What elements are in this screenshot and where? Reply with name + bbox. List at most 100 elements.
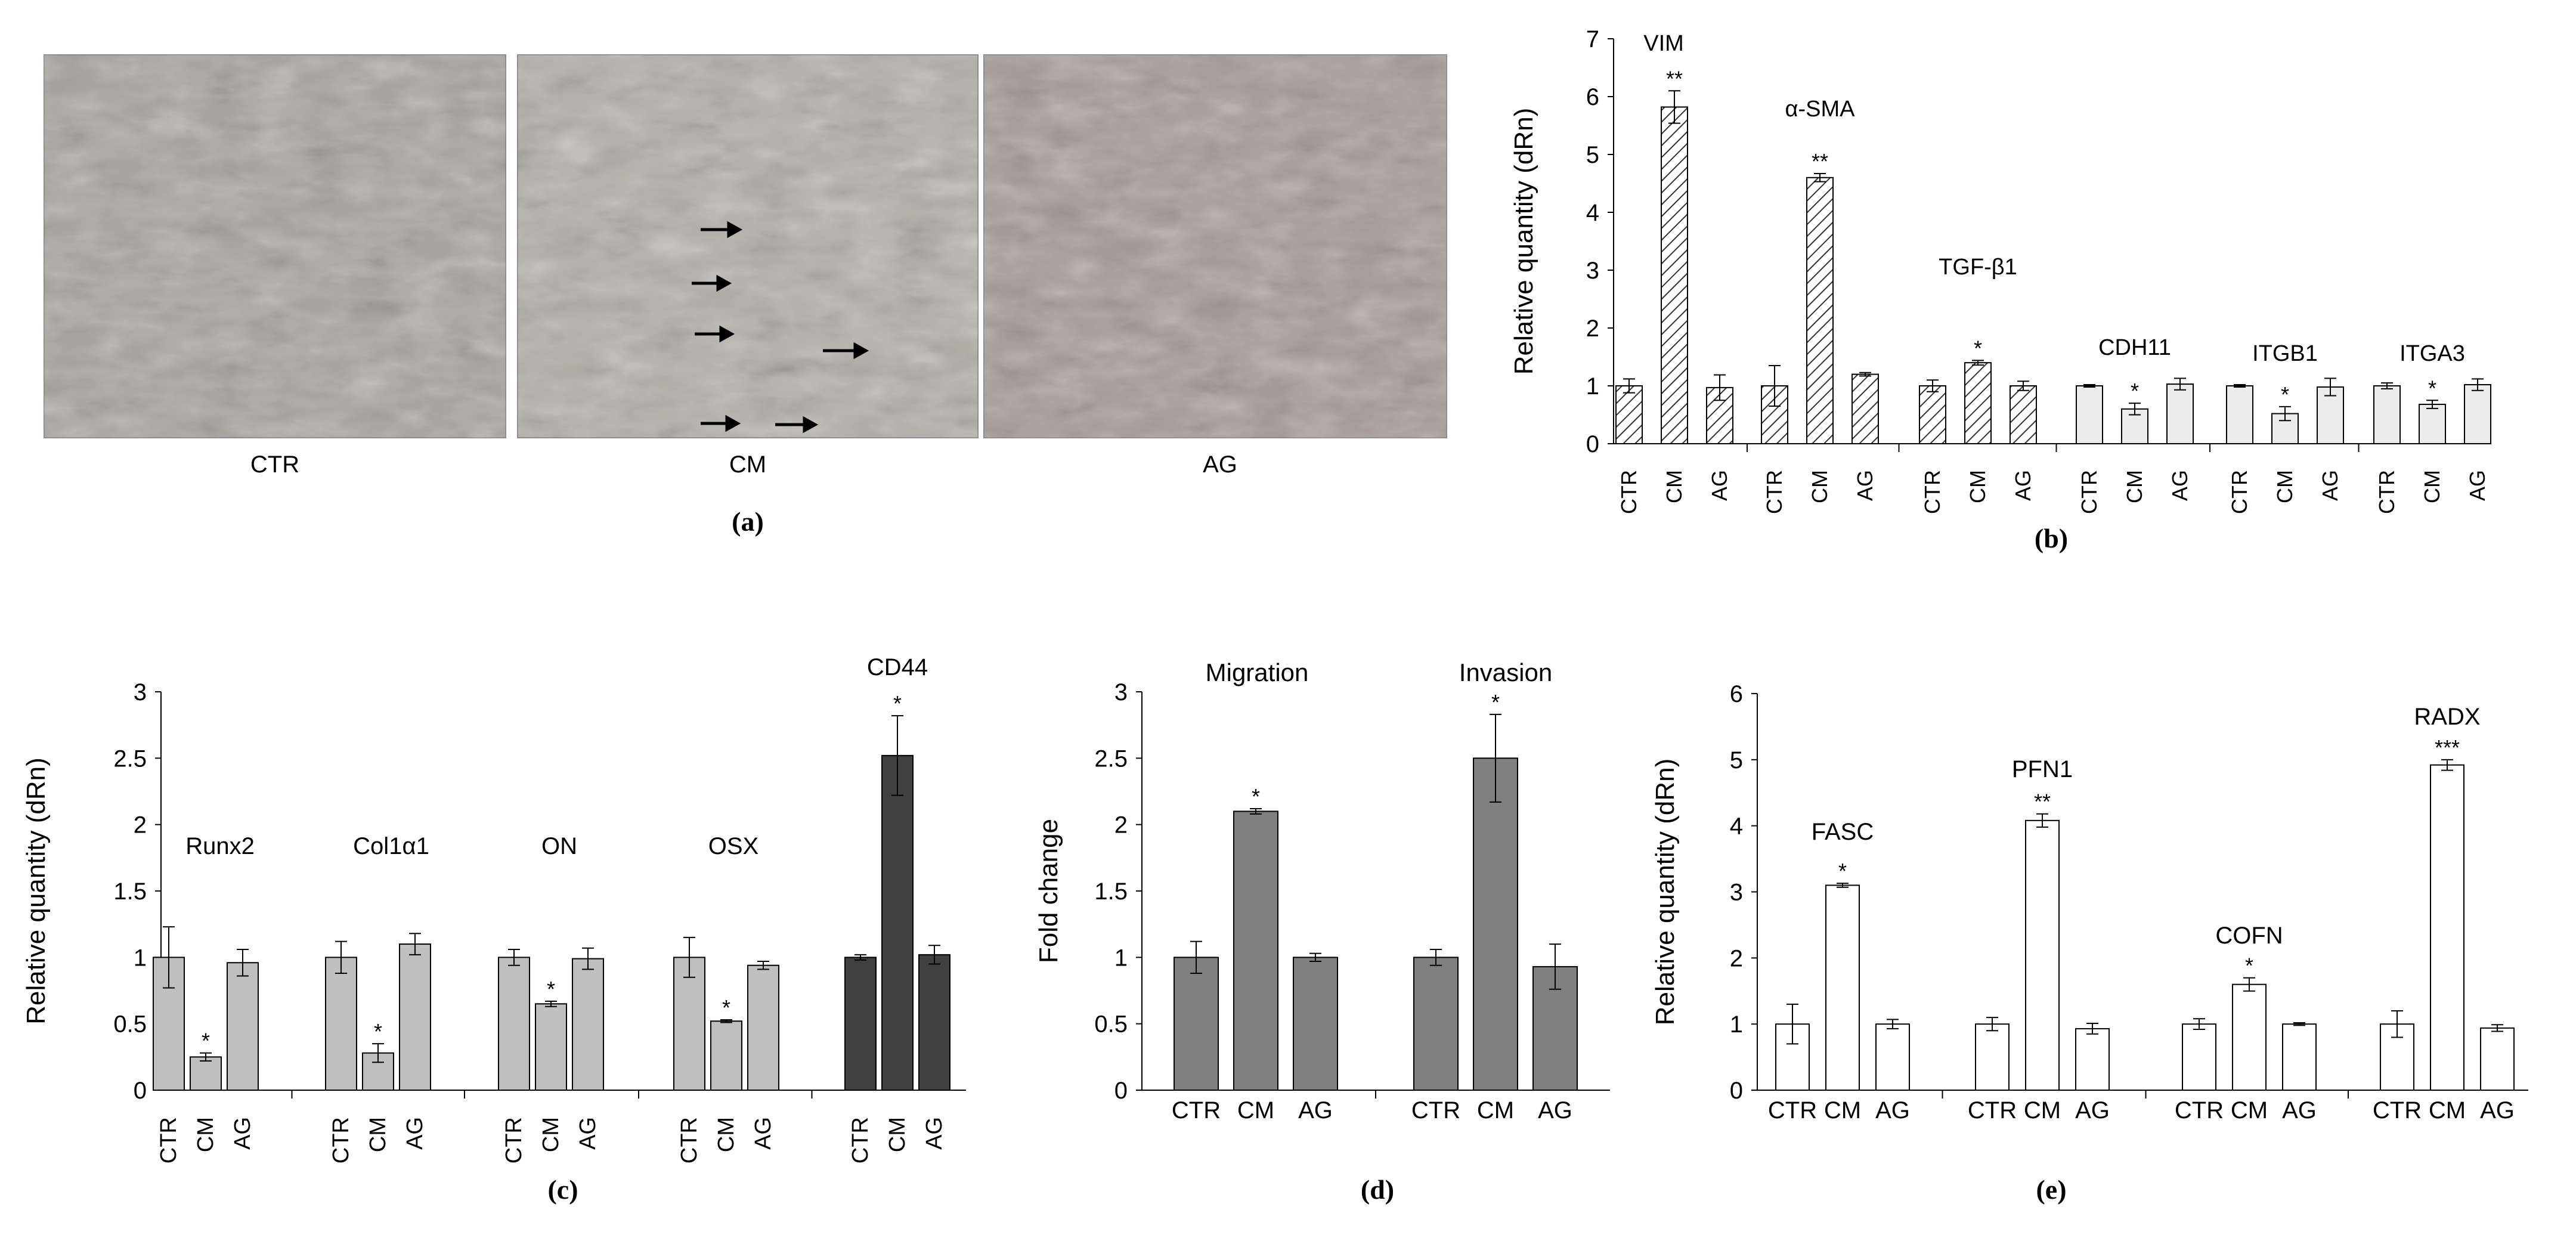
x-tick-label: AG (2318, 470, 2342, 501)
bar (1661, 106, 1688, 444)
y-tick-label: 0 (1730, 1078, 1743, 1104)
bar (844, 957, 877, 1091)
y-tick-label: 1 (1114, 945, 1128, 971)
bar (1413, 957, 1459, 1091)
significance-marker: * (1974, 336, 1982, 360)
group-label: Invasion (1459, 658, 1552, 686)
group-label: α-SMA (1785, 97, 1856, 122)
bar (227, 962, 259, 1091)
bar (1919, 385, 1946, 444)
x-tick-label: CTR (1172, 1097, 1221, 1124)
bar (498, 957, 530, 1091)
x-tick-label: AG (402, 1117, 428, 1150)
group-label: PFN1 (2012, 756, 2073, 782)
x-tick-label: CM (2122, 470, 2147, 503)
bar (1293, 957, 1338, 1091)
group-label: ITGB1 (2252, 341, 2318, 366)
bar (535, 1003, 567, 1091)
y-tick-label: 0 (1586, 431, 1599, 457)
y-tick-label: 3 (1586, 258, 1599, 284)
x-tick-label: CM (1965, 470, 1990, 503)
y-axis-title: Fold change (1034, 819, 1063, 963)
x-tick-label: CTR (1768, 1097, 1817, 1124)
x-tick-label: CM (1807, 470, 1832, 503)
y-tick-label: 3 (1730, 880, 1743, 906)
significance-marker: * (547, 977, 555, 1001)
y-axis-title: Relative quantity (dRn) (1509, 108, 1538, 375)
group-label: COFN (2215, 923, 2283, 949)
y-tick-label: 2 (1730, 945, 1743, 971)
x-tick-label: AG (2465, 470, 2490, 501)
group-label: Migration (1206, 658, 1309, 686)
micrograph-ag: AG (983, 54, 1447, 478)
bar (2419, 404, 2446, 444)
bar (2464, 384, 2491, 444)
panel-e-chart: 0 1 2 3 4 5 6 Relative quantity (dRn) CTR * CM AG FA… (1651, 681, 2528, 1205)
x-tick-label: CTR (2175, 1097, 2224, 1124)
y-tick-label: 4 (1730, 813, 1743, 840)
x-tick-label: AG (751, 1117, 776, 1150)
x-tick-label: CM (1477, 1097, 1514, 1124)
significance-marker: * (893, 691, 902, 716)
bar (1174, 957, 1219, 1091)
bar (2282, 1023, 2317, 1091)
y-tick-label: 1 (1586, 373, 1599, 400)
x-tick-label: CTR (1920, 470, 1945, 514)
bar (2166, 383, 2194, 445)
x-tick-label: CTR (848, 1117, 873, 1164)
y-tick-label: 2.5 (1094, 745, 1128, 772)
x-tick-label: AG (2075, 1097, 2110, 1124)
bar (2076, 385, 2103, 444)
significance-marker: * (1491, 690, 1500, 714)
panel-letter: (e) (2036, 1174, 2066, 1205)
x-tick-label: CTR (2374, 470, 2399, 514)
group-label: Col1α1 (353, 833, 429, 859)
x-tick-label: AG (2480, 1097, 2515, 1124)
group-label: FASC (1812, 819, 1874, 845)
bar (1233, 810, 1278, 1091)
x-tick-label: AG (1853, 470, 1877, 501)
y-axis-title: Relative quantity (dRn) (21, 757, 51, 1025)
bar (1615, 385, 1643, 444)
x-tick-label: CTR (1617, 470, 1641, 514)
panel-letter: (c) (547, 1174, 578, 1205)
x-tick-label: AG (2282, 1097, 2317, 1124)
panel-letter: (b) (2035, 523, 2068, 553)
x-tick-label: CM (538, 1117, 564, 1152)
bar (747, 964, 779, 1091)
x-tick-label: CM (193, 1117, 218, 1152)
x-tick-label: CTR (1411, 1097, 1460, 1124)
x-tick-label: CM (2231, 1097, 2268, 1124)
x-tick-label: CTR (2373, 1097, 2422, 1124)
panel-a-micrographs: CTR CM AG (a) (44, 54, 1447, 537)
x-tick-label: CM (366, 1117, 391, 1152)
y-tick-label: 0.5 (1094, 1011, 1128, 1038)
x-tick-label: CTR (329, 1117, 354, 1164)
significance-marker: ** (1666, 66, 1683, 91)
group-label: RADX (2414, 704, 2480, 730)
bar (1875, 1023, 1910, 1091)
y-tick-label: 2 (134, 812, 147, 839)
x-tick-label: AG (1875, 1097, 1910, 1124)
x-tick-label: CM (2420, 470, 2444, 503)
y-tick-label: 6 (1586, 84, 1599, 110)
bar (710, 1020, 742, 1091)
group-label: CDH11 (2098, 335, 2171, 360)
significance-marker: * (202, 1029, 210, 1053)
significance-marker: ** (1812, 149, 1828, 174)
significance-marker: * (2131, 379, 2139, 403)
y-tick-label: 0 (1114, 1078, 1128, 1104)
significance-marker: * (1252, 784, 1260, 809)
x-tick-label: AG (575, 1117, 600, 1150)
x-tick-label: AG (1707, 470, 1732, 501)
image-label-ctr: CTR (250, 451, 299, 478)
bar (1852, 373, 1879, 444)
x-tick-label: AG (922, 1117, 947, 1150)
bar (2232, 983, 2267, 1091)
bar (1806, 177, 1834, 444)
x-tick-label: CM (2429, 1097, 2466, 1124)
significance-marker: * (722, 995, 730, 1020)
x-tick-label: CM (1662, 470, 1686, 503)
significance-marker: * (374, 1019, 382, 1044)
significance-marker: * (1838, 859, 1847, 883)
